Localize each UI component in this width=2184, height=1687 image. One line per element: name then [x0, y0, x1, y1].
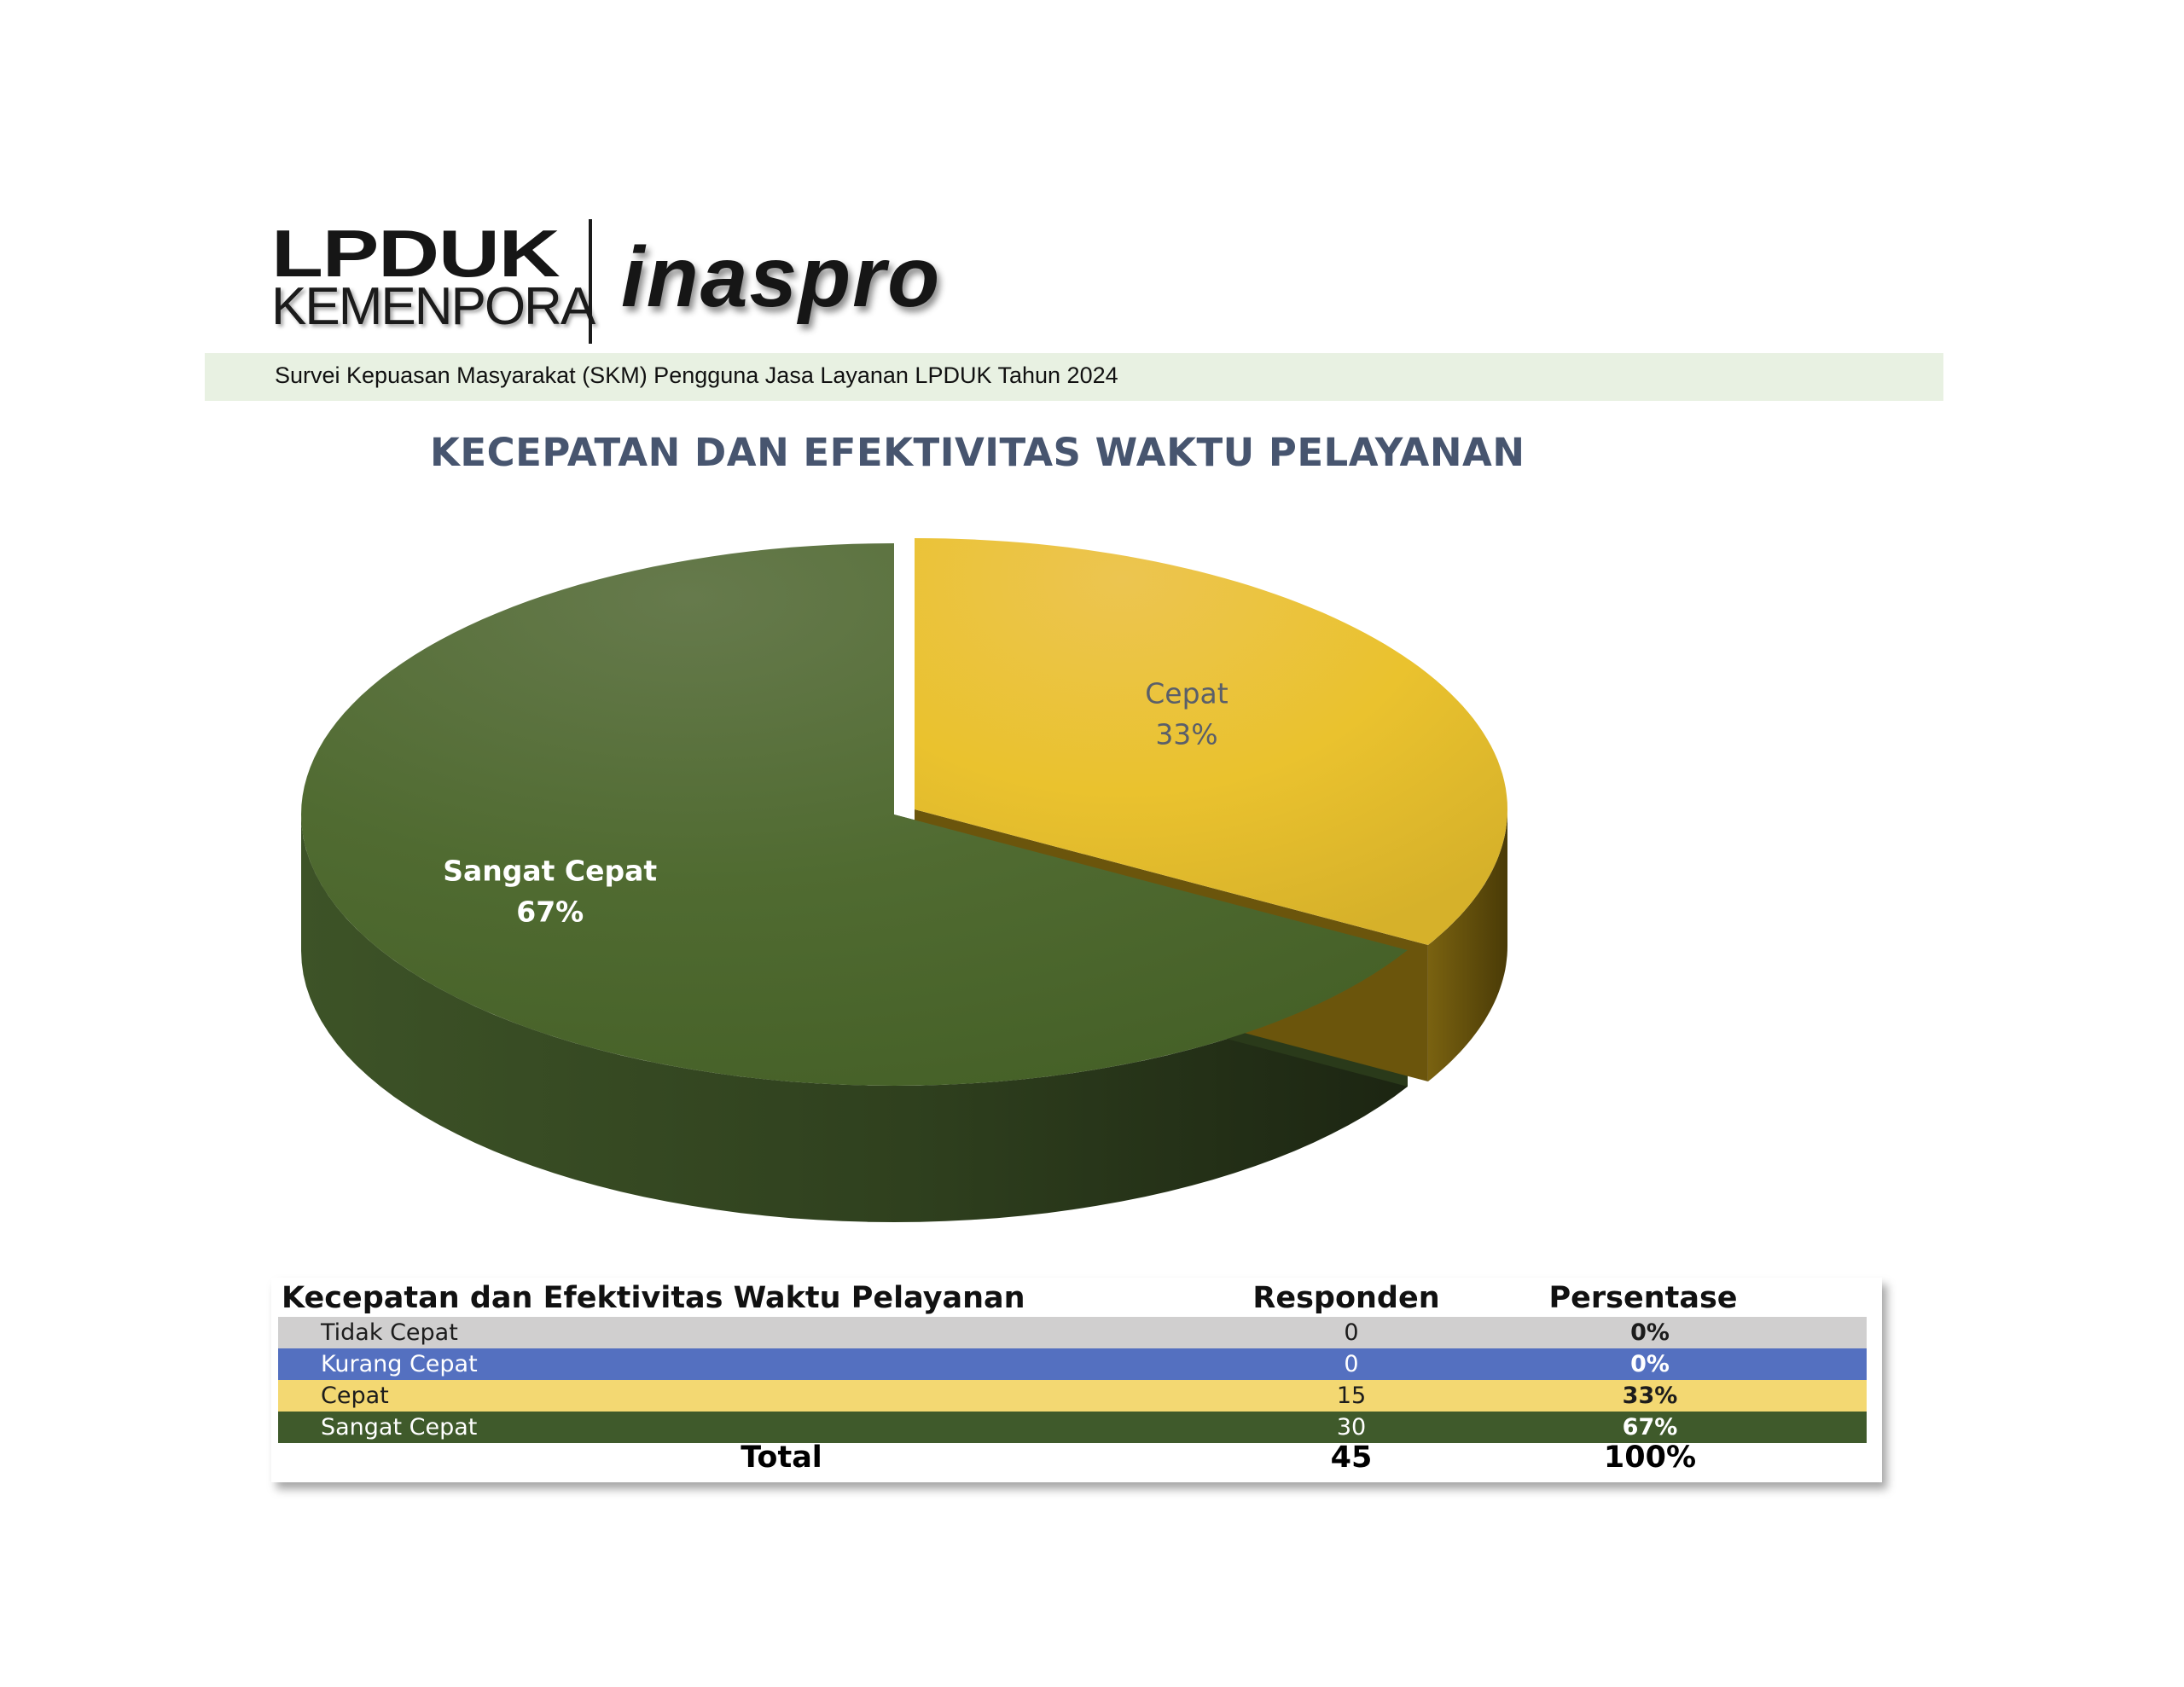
row-category: Kurang Cepat: [321, 1351, 478, 1377]
slice-percent-cepat: 33%: [1155, 718, 1217, 751]
table-row-tidak-cepat: Tidak Cepat 0 0%: [278, 1317, 1867, 1348]
row-respondents: 0: [1344, 1351, 1359, 1377]
data-table: Kecepatan dan Efektivitas Waktu Pelayana…: [271, 1278, 1882, 1482]
total-label: Total: [741, 1441, 822, 1475]
row-category: Sangat Cepat: [321, 1414, 478, 1441]
table-header-category: Kecepatan dan Efektivitas Waktu Pelayana…: [282, 1281, 1025, 1315]
row-respondents: 30: [1336, 1414, 1367, 1441]
pie-slice-cepat: [915, 538, 1507, 945]
row-category: Cepat: [321, 1383, 389, 1409]
slice-percent-sangat-cepat: 67%: [516, 895, 584, 928]
row-percentage: 0%: [1630, 1351, 1670, 1377]
table-header-percentage: Persentase: [1548, 1281, 1738, 1315]
row-respondents: 0: [1344, 1319, 1359, 1346]
row-percentage: 33%: [1622, 1383, 1678, 1409]
pie-slice-sangat-cepat: [301, 543, 1408, 1086]
table-total-row: Total 45 100%: [278, 1440, 1867, 1475]
table-row-kurang-cepat: Kurang Cepat 0 0%: [278, 1348, 1867, 1380]
logo-lpduk-text: LPDUK: [271, 216, 561, 291]
total-percentage: 100%: [1603, 1441, 1697, 1475]
row-percentage: 67%: [1622, 1414, 1678, 1441]
slice-label-cepat: Cepat: [1145, 677, 1228, 710]
chart-title: KECEPATAN DAN EFEKTIVITAS WAKTU PELAYANA…: [430, 430, 1525, 475]
pie-side-cepat: [1427, 809, 1507, 1081]
row-category: Tidak Cepat: [321, 1319, 458, 1346]
table-header-respondents: Responden: [1252, 1281, 1440, 1315]
pie-chart: Cepat 33% Sangat Cepat 67%: [301, 538, 1507, 1222]
survey-banner: Survei Kepuasan Masyarakat (SKM) Penggun…: [205, 353, 1943, 401]
logo-inaspro-text: inaspro: [621, 229, 942, 325]
row-percentage: 0%: [1630, 1319, 1670, 1346]
logo: LPDUK KEMENPORA inaspro: [271, 217, 954, 345]
pie-side-sangat-cepat: [301, 815, 1408, 1222]
slice-label-sangat-cepat: Sangat Cepat: [443, 854, 657, 887]
logo-divider: [589, 219, 592, 344]
table-row-sangat-cepat: Sangat Cepat 30 67%: [278, 1412, 1867, 1443]
total-respondents: 45: [1330, 1441, 1373, 1475]
table-row-cepat: Cepat 15 33%: [278, 1380, 1867, 1412]
survey-title: Survei Kepuasan Masyarakat (SKM) Penggun…: [275, 362, 1118, 388]
logo-kemenpora-text: KEMENPORA: [271, 277, 595, 336]
row-respondents: 15: [1336, 1383, 1367, 1409]
